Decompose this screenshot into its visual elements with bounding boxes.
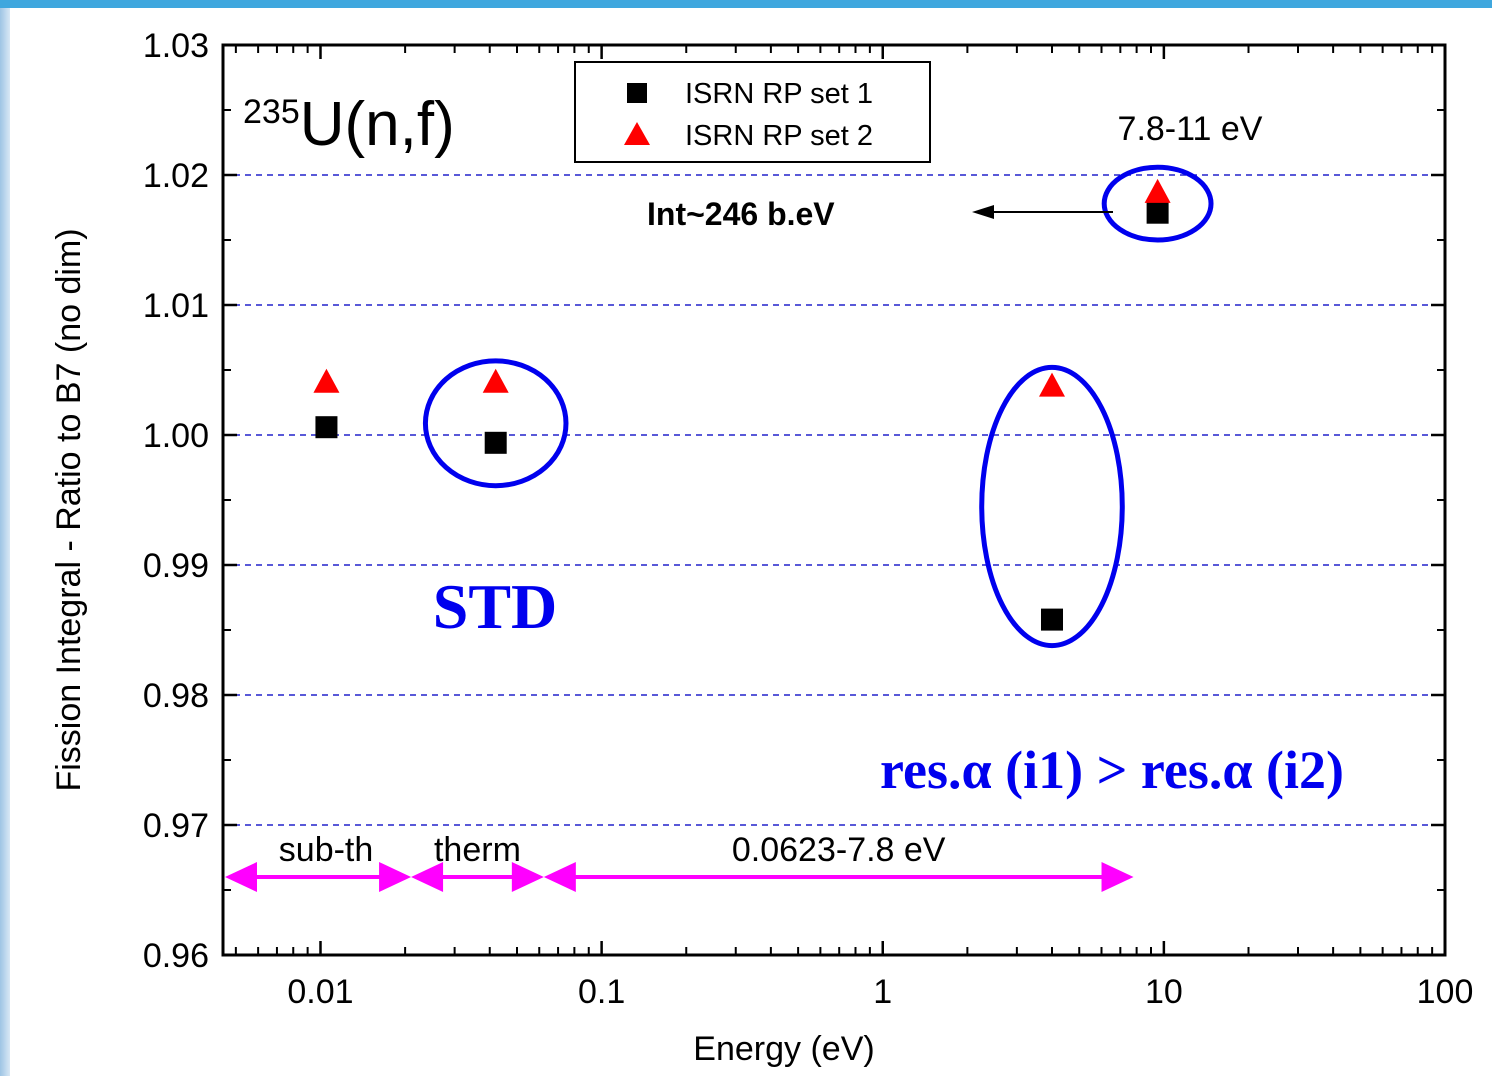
range-arrow-head-left: [543, 862, 576, 892]
data-point-set1: [484, 431, 507, 454]
range-label: 0.0623-7.8 eV: [732, 831, 946, 869]
nuclide-mass-number: 235: [243, 93, 300, 131]
x-axis-title: Energy (eV): [693, 1030, 874, 1068]
integral-label: Int~246 b.eV: [647, 196, 835, 232]
range-arrow-head-right: [379, 862, 412, 892]
data-points: [313, 178, 1171, 631]
highlight-ellipse: [1101, 164, 1214, 243]
range-label: sub-th: [279, 831, 374, 869]
y-tick-label: 0.98: [143, 677, 209, 715]
highlight-ellipse: [979, 364, 1125, 649]
resonance-alpha-label: res.α (i1) > res.α (i2): [880, 740, 1344, 800]
range-arrow-head-left: [225, 862, 257, 892]
data-point-set2: [482, 368, 509, 393]
legend-marker-set1: [627, 83, 647, 103]
chart-panel: [10, 8, 1492, 1076]
data-point-set2: [1039, 372, 1066, 397]
legend-label-set2: ISRN RP set 2: [685, 120, 873, 152]
slide-title-band: [0, 0, 1492, 8]
legend-box: [574, 61, 931, 163]
range-arrow-head-right: [1101, 862, 1134, 892]
highlight-ellipse: [422, 358, 569, 489]
data-point-set1: [1146, 201, 1169, 224]
gridlines: [223, 174, 1445, 826]
x-tick-label: 1: [873, 973, 892, 1011]
y-tick-label: 0.99: [143, 547, 209, 585]
nuclide-label: 235U(n,f): [243, 90, 455, 159]
axis-ticks: [223, 43, 1447, 957]
y-axis-title: Fission Integral - Ratio to B7 (no dim): [50, 228, 88, 791]
x-tick-label: 0.1: [578, 973, 625, 1011]
x-tick-label: 100: [1417, 973, 1474, 1011]
plot-frame: [221, 43, 1447, 957]
data-point-set2: [313, 368, 340, 393]
legend-label-set1: ISRN RP set 1: [685, 78, 873, 110]
x-tick-labels: 0.01 0.1 1 10 100: [287, 973, 1473, 1011]
integral-arrow-head: [972, 205, 994, 219]
energy-range-arrows: sub-th therm 0.0623-7.8 eV: [225, 831, 1134, 892]
y-tick-label: 1.02: [143, 157, 209, 195]
data-point-set2: [1144, 178, 1171, 203]
y-tick-label: 0.96: [143, 937, 209, 975]
data-point-set1: [315, 416, 338, 439]
y-tick-label: 0.97: [143, 807, 209, 845]
range-label: therm: [434, 831, 521, 869]
legend: ISRN RP set 1 ISRN RP set 2: [574, 61, 931, 163]
range-arrow-head-right: [511, 862, 544, 892]
nuclide-reaction: U(n,f): [300, 90, 455, 159]
std-label: STD: [433, 571, 558, 642]
y-tick-labels: 0.96 0.97 0.98 0.99 1.00 1.01 1.02 1.03: [143, 27, 209, 975]
y-tick-label: 1.03: [143, 27, 209, 65]
x-tick-label: 10: [1145, 973, 1183, 1011]
range-arrow-head-left: [411, 862, 444, 892]
data-point-set1: [1041, 608, 1064, 631]
y-tick-label: 1.01: [143, 287, 209, 325]
x-tick-label: 0.01: [287, 973, 353, 1011]
highlight-ellipses: [422, 164, 1214, 649]
legend-marker-set2: [624, 122, 650, 145]
range-label-7-8-11: 7.8-11 eV: [1118, 110, 1263, 148]
y-tick-label: 1.00: [143, 417, 209, 455]
